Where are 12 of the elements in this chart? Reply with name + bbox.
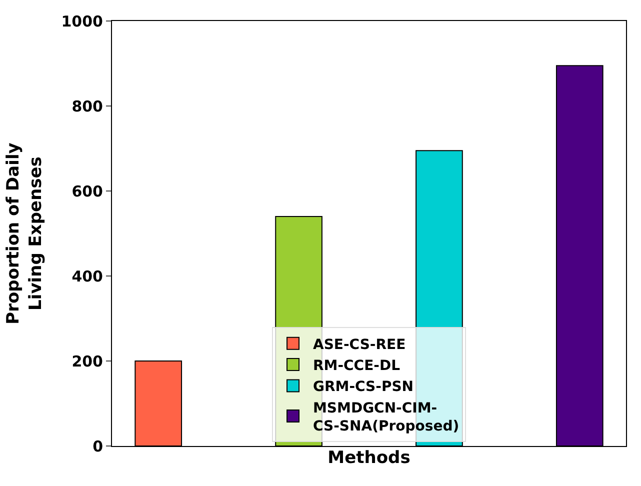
x-axis-title: Methods bbox=[328, 448, 410, 468]
legend-label: RM-CCE-DL bbox=[313, 358, 400, 374]
y-tick-label: 400 bbox=[72, 267, 103, 286]
y-axis-title: Proportion of Daily Living Expenses bbox=[4, 142, 46, 324]
legend-label: ASE-CS-REE bbox=[313, 336, 406, 353]
y-tick-label: 800 bbox=[72, 97, 103, 116]
y-tick-label: 1000 bbox=[61, 12, 103, 30]
legend-label: GRM-CS-PSN bbox=[313, 379, 414, 396]
y-tick-label: 0 bbox=[92, 437, 103, 456]
y-tick-label: 600 bbox=[72, 182, 103, 200]
y-tick-label: 200 bbox=[72, 352, 103, 370]
legend-label: MSMDGCN-CIM- CS-SNA(Proposed) bbox=[313, 400, 460, 435]
